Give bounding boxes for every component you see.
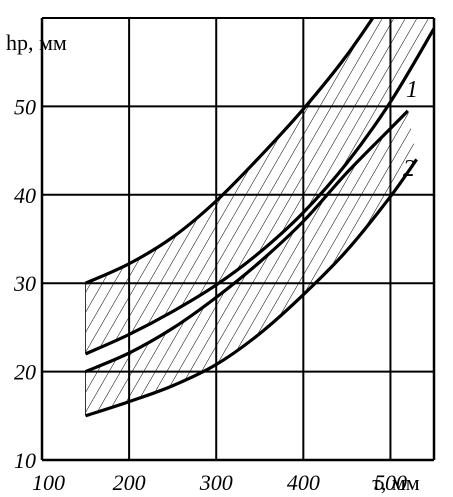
x-tick-labels: 100 200 300 400 500 — [32, 470, 407, 495]
y-tick-label-30: 30 — [13, 271, 36, 296]
series-labels: 12 — [403, 77, 418, 182]
hatched-bands — [85, 18, 434, 416]
band-2-lower-curve — [85, 158, 418, 418]
y-axis-title: hp, мм — [6, 30, 67, 55]
band-2-hatch — [85, 110, 417, 416]
band-2-upper-curve — [84, 109, 410, 374]
y-tick-labels: 10 20 30 40 50 — [13, 94, 36, 473]
series-label-2: 2 — [403, 156, 415, 182]
y-tick-label-10: 10 — [14, 448, 36, 473]
x-tick-label-500: 500 — [374, 470, 407, 495]
x-tick-label-300: 300 — [199, 470, 233, 495]
band-1-upper-curve — [84, 18, 375, 285]
x-tick-label-200: 200 — [113, 470, 146, 495]
band-1-lower-curve — [84, 27, 434, 356]
series-label-1: 1 — [406, 77, 418, 103]
boundary-curves — [84, 18, 434, 418]
x-axis-title: τ, мм — [372, 470, 420, 495]
x-tick-label-100: 100 — [32, 470, 65, 495]
band-1-hatch — [85, 18, 434, 354]
y-tick-label-40: 40 — [14, 183, 36, 208]
y-tick-label-50: 50 — [14, 94, 36, 119]
x-tick-label-400: 400 — [287, 470, 320, 495]
plot-frame — [40, 18, 436, 462]
y-tick-label-20: 20 — [14, 360, 36, 385]
